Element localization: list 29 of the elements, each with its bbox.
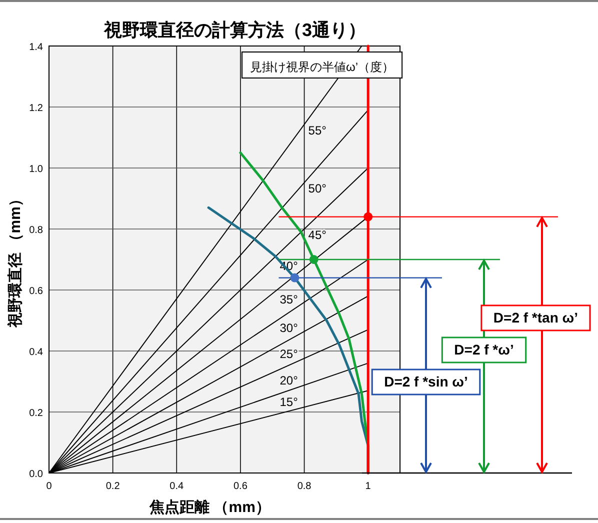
series-label: 35° xyxy=(280,292,298,306)
series-label: 30° xyxy=(280,321,298,336)
x-tick-label: 0.4 xyxy=(170,481,184,492)
chart-title: 視野環直径の計算方法（3通り） xyxy=(102,20,366,40)
x-axis-title: 焦点距離 （mm） xyxy=(148,499,270,516)
y-tick-label: 1.2 xyxy=(29,103,44,114)
annotation: 見掛け視界の半値ω’（度） xyxy=(250,60,394,74)
y-tick-label: 0.8 xyxy=(29,225,44,236)
series-label: 25° xyxy=(280,347,298,362)
text: D=2 f *ω’ xyxy=(454,341,514,358)
x-tick-label: 1 xyxy=(365,481,372,492)
series-label: 15° xyxy=(280,394,298,409)
series-label: 55° xyxy=(308,123,327,138)
y-tick-label: 1.4 xyxy=(29,42,44,53)
y-tick-label: 0.6 xyxy=(29,286,44,297)
series-label: 45° xyxy=(308,228,327,242)
y-tick-label: 0.2 xyxy=(29,408,44,419)
y-tick-label: 1.0 xyxy=(29,164,44,175)
text: D=2 f *tan ω’ xyxy=(493,309,578,326)
y-tick-label: 0.0 xyxy=(29,469,44,480)
series-label: 50° xyxy=(308,182,327,196)
x-tick-label: 0.8 xyxy=(297,481,312,492)
annotation: D=2 f *sin ω’ xyxy=(384,374,468,390)
y-axis-title: 視野環直径 （mm） xyxy=(7,192,24,328)
y-tick-label: 0.4 xyxy=(29,347,44,358)
series-label: 20° xyxy=(280,373,298,388)
x-tick-label: 0 xyxy=(46,481,52,492)
x-tick-label: 0.2 xyxy=(106,481,120,492)
x-tick-label: 0.6 xyxy=(234,481,248,492)
